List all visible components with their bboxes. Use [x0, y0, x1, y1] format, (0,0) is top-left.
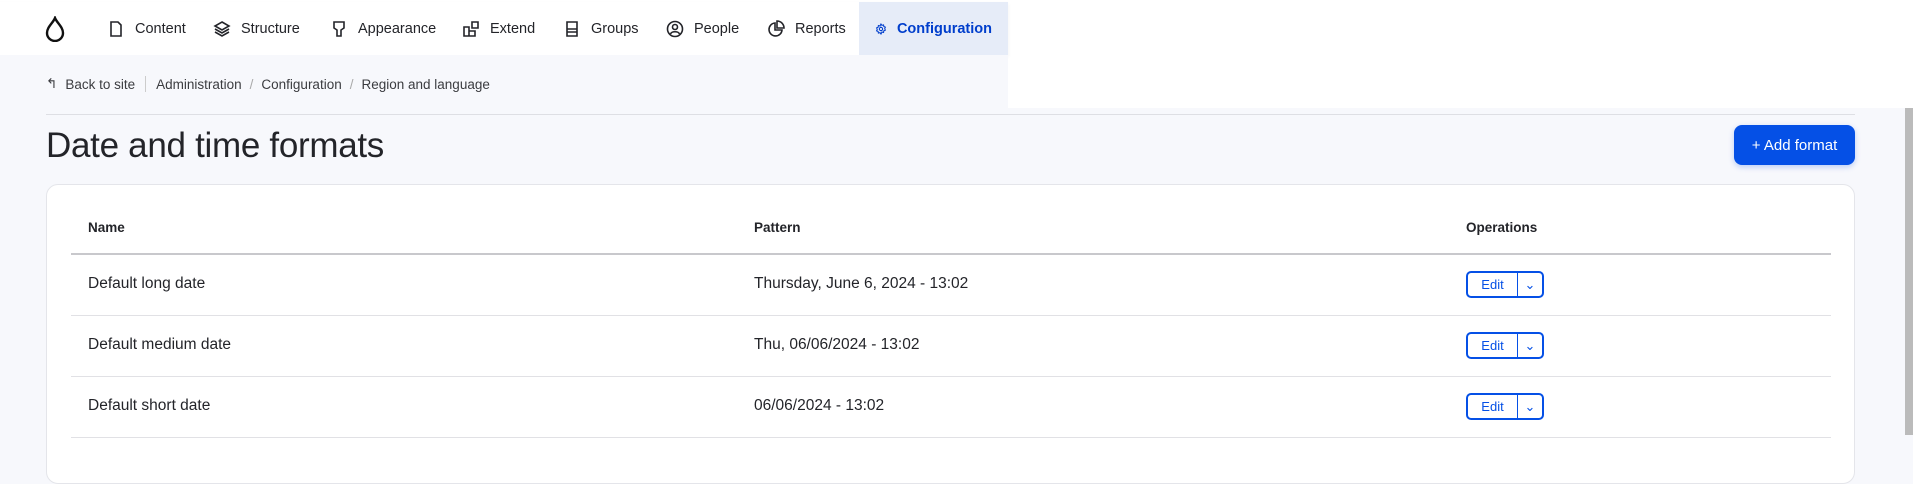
- edit-dropbutton: Edit ⌄: [1466, 332, 1544, 359]
- groups-icon: [566, 20, 578, 37]
- admin-toolbar: Content Structure Appearance Extend Grou…: [0, 2, 1008, 55]
- edit-dropbutton: Edit ⌄: [1466, 271, 1544, 298]
- gear-icon: [875, 22, 887, 35]
- format-name: Default long date: [88, 275, 206, 292]
- format-pattern: Thursday, June 6, 2024 - 13:02: [754, 275, 969, 292]
- nav-appearance[interactable]: Appearance: [330, 2, 436, 55]
- document-icon: [110, 20, 122, 37]
- edit-dropbutton: Edit ⌄: [1466, 393, 1544, 420]
- formats-table: Name Pattern Operations Default long dat…: [46, 184, 1855, 484]
- breadcrumb-region-language[interactable]: Region and language: [361, 76, 490, 92]
- chevron-down-icon[interactable]: ⌄: [1517, 334, 1542, 357]
- column-header-operations: Operations: [1466, 220, 1538, 235]
- person-icon: [666, 20, 684, 37]
- subheader: [0, 55, 1008, 108]
- header-divider: [71, 253, 1831, 255]
- nav-content[interactable]: Content: [107, 2, 186, 55]
- column-header-pattern: Pattern: [754, 220, 801, 235]
- table-row: Default medium date Thu, 06/06/2024 - 13…: [71, 316, 1831, 377]
- table-row: Default long date Thursday, June 6, 2024…: [71, 255, 1831, 316]
- edit-button[interactable]: Edit: [1481, 277, 1504, 292]
- breadcrumb-separator: /: [349, 76, 354, 92]
- breadcrumb-separator: /: [249, 76, 254, 92]
- nav-extend[interactable]: Extend: [462, 2, 535, 55]
- add-format-button[interactable]: + Add format: [1734, 125, 1855, 165]
- column-header-name: Name: [88, 220, 125, 235]
- nav-people[interactable]: People: [666, 2, 739, 55]
- scrollbar[interactable]: [1905, 108, 1913, 435]
- page-title: Date and time formats: [46, 126, 385, 165]
- breadcrumb-administration[interactable]: Administration: [156, 76, 242, 92]
- nav-structure[interactable]: Structure: [213, 2, 300, 55]
- edit-button[interactable]: Edit: [1481, 338, 1504, 353]
- format-pattern: 06/06/2024 - 13:02: [754, 397, 885, 414]
- chevron-down-icon[interactable]: ⌄: [1517, 273, 1542, 296]
- edit-button[interactable]: Edit: [1481, 399, 1504, 414]
- breadcrumb-configuration[interactable]: Configuration: [261, 76, 342, 92]
- back-arrow-icon: ↰: [46, 76, 58, 91]
- layers-icon: [213, 20, 231, 37]
- drupal-logo-icon[interactable]: [44, 16, 66, 42]
- pie-chart-icon: [768, 19, 785, 37]
- format-name: Default medium date: [88, 336, 232, 353]
- brush-icon: [333, 20, 345, 37]
- nav-reports[interactable]: Reports: [767, 2, 846, 55]
- table-row: Default short date 06/06/2024 - 13:02 Ed…: [71, 377, 1831, 438]
- format-pattern: Thu, 06/06/2024 - 13:02: [754, 336, 920, 353]
- divider: [46, 114, 1855, 115]
- chevron-down-icon[interactable]: ⌄: [1517, 395, 1542, 418]
- puzzle-icon: [463, 20, 479, 37]
- back-to-site-link[interactable]: ↰ Back to site: [46, 76, 147, 92]
- format-name: Default short date: [88, 397, 211, 414]
- breadcrumb: ↰ Back to site Administration / Configurat…: [46, 76, 490, 92]
- nav-configuration[interactable]: Configuration: [859, 2, 1008, 55]
- nav-groups[interactable]: Groups: [563, 2, 639, 55]
